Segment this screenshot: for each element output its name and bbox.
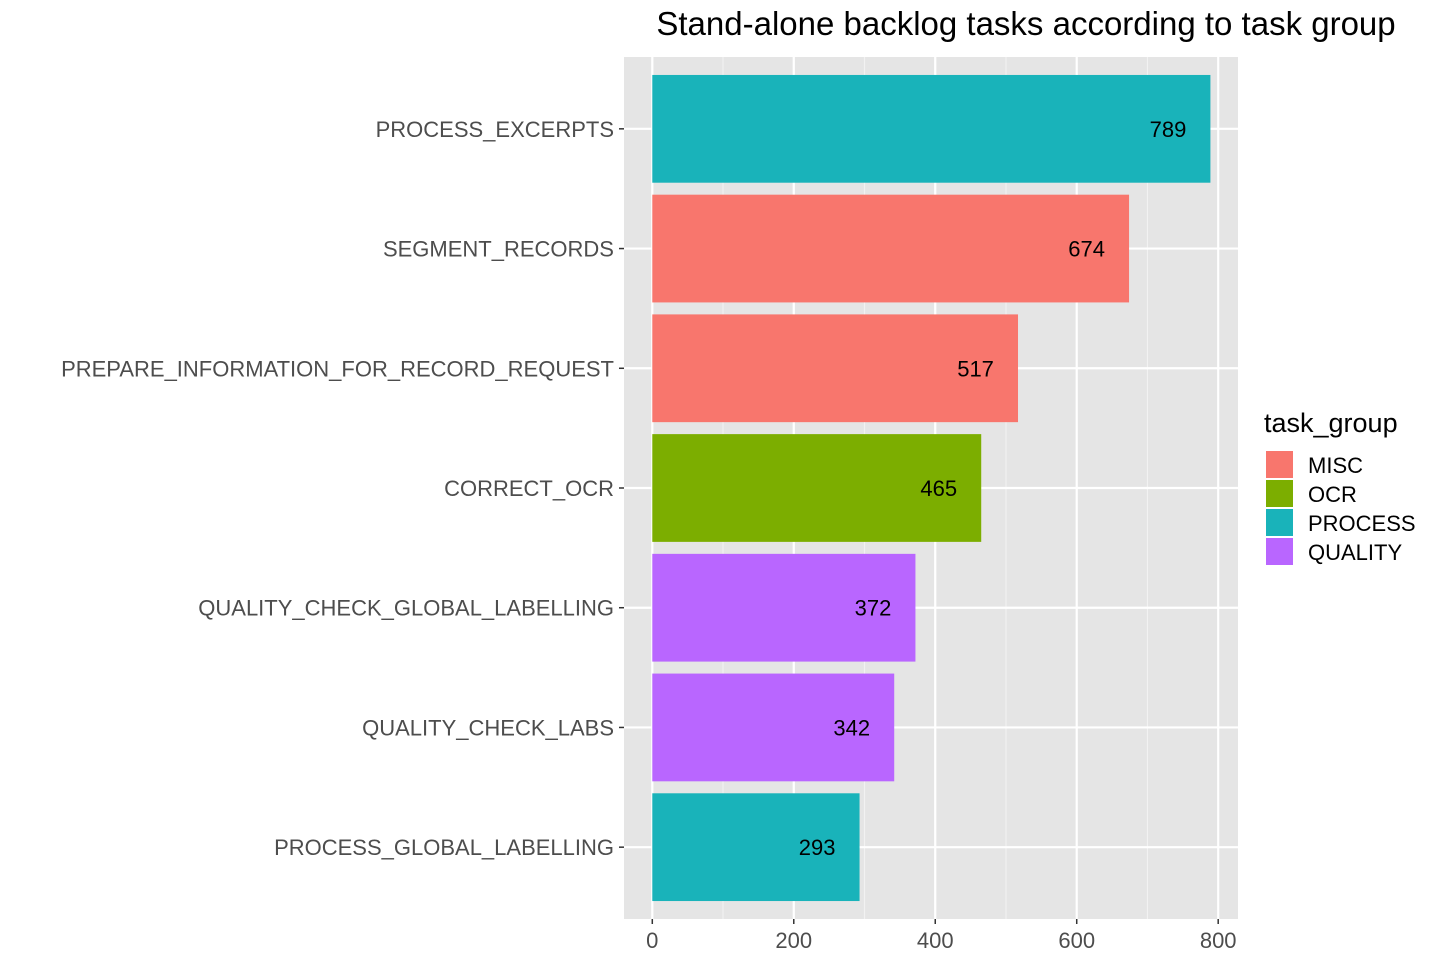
- bar-prepare-information-for-record-request: [652, 314, 1019, 423]
- category-label: PROCESS_GLOBAL_LABELLING: [274, 835, 614, 860]
- legend-label: QUALITY: [1308, 540, 1402, 565]
- data-label: 465: [920, 476, 957, 501]
- x-tick-label: 600: [1058, 928, 1095, 953]
- x-tick-label: 400: [917, 928, 954, 953]
- legend-title: task_group: [1264, 408, 1398, 438]
- category-label: PREPARE_INFORMATION_FOR_RECORD_REQUEST: [61, 356, 614, 381]
- legend: task_group MISC OCR PROCESS QUALITY: [1264, 408, 1416, 565]
- category-label: QUALITY_CHECK_LABS: [362, 715, 614, 740]
- legend-label: MISC: [1308, 453, 1363, 478]
- bar-segment-records: [652, 194, 1130, 303]
- x-tick-label: 800: [1200, 928, 1237, 953]
- data-label: 293: [799, 835, 836, 860]
- bar-correct-ocr: [652, 434, 982, 542]
- category-label: PROCESS_EXCERPTS: [376, 117, 614, 142]
- legend-label: PROCESS: [1308, 511, 1416, 536]
- legend-key-process: [1266, 509, 1293, 536]
- bar-quality-check-labs: [652, 673, 895, 782]
- category-label: SEGMENT_RECORDS: [383, 237, 614, 262]
- bar-process-global-labelling: [652, 793, 860, 902]
- legend-entries: MISC OCR PROCESS QUALITY: [1266, 451, 1416, 565]
- x-tick-label: 200: [775, 928, 812, 953]
- legend-label: OCR: [1308, 482, 1357, 507]
- legend-key-quality: [1266, 538, 1293, 565]
- x-tick-label: 0: [646, 928, 658, 953]
- category-label: CORRECT_OCR: [444, 476, 614, 501]
- data-label: 342: [833, 715, 870, 740]
- legend-key-ocr: [1266, 480, 1293, 507]
- plot-panel: 789 PROCESS_EXCERPTS 674 SEGMENT_RECORDS 517…: [61, 57, 1238, 953]
- bar-process-excerpts: [652, 74, 1211, 183]
- bar-quality-check-global-labelling: [652, 553, 916, 662]
- data-label: 674: [1068, 237, 1105, 262]
- data-label: 372: [855, 596, 892, 621]
- data-label: 789: [1150, 117, 1187, 142]
- chart-title: Stand-alone backlog tasks according to t…: [656, 5, 1395, 42]
- category-label: QUALITY_CHECK_GLOBAL_LABELLING: [198, 596, 614, 621]
- data-label: 517: [957, 356, 994, 381]
- legend-key-misc: [1266, 451, 1293, 478]
